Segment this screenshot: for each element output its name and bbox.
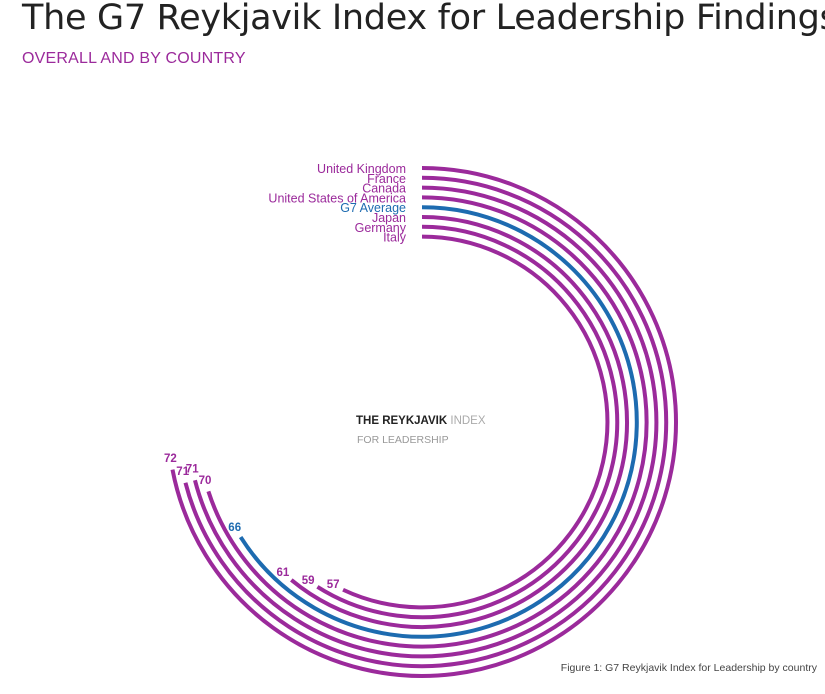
logo-text-sub: FOR LEADERSHIP (357, 434, 449, 446)
label-united-states-of-america: United States of America (268, 191, 406, 205)
arc-italy (342, 234, 610, 610)
arc-canada (193, 185, 659, 659)
page-title: The G7 Reykjavik Index for Leadership Fi… (22, 0, 825, 38)
label-france: France (367, 172, 406, 186)
value-italy: 57 (327, 579, 340, 591)
arc-france (183, 175, 669, 669)
value-united-states-of-america: 70 (199, 475, 212, 487)
svg-text:THE REYKJAVIK INDEX: THE REYKJAVIK INDEX (356, 415, 486, 427)
label-g7-average: G7 Average (340, 201, 406, 215)
arc-germany (316, 224, 620, 620)
figure-caption: Figure 1: G7 Reykjavik Index for Leaders… (560, 662, 817, 674)
value-germany: 59 (302, 575, 315, 587)
value-canada: 71 (186, 464, 199, 476)
value-france: 71 (176, 466, 189, 478)
arc-united-states-of-america (206, 195, 649, 649)
arc-japan (290, 215, 629, 629)
value-g7-average: 66 (228, 522, 241, 534)
value-united-kingdom: 72 (164, 453, 177, 465)
label-canada: Canada (362, 182, 406, 196)
arc-united-kingdom (170, 166, 678, 678)
arc-g7-average (238, 205, 639, 639)
label-germany: Germany (355, 221, 407, 235)
logo-text-bold: THE REYKJAVIK (356, 415, 448, 427)
label-united-kingdom: United Kingdom (317, 162, 406, 176)
chart-arcs (170, 166, 678, 678)
reykjavik-logo: THE REYKJAVIK INDEX FOR LEADERSHIP (356, 415, 486, 446)
page-subtitle: OVERALL AND BY COUNTRY (22, 50, 246, 67)
value-japan: 61 (277, 567, 290, 579)
logo-text-light: INDEX (450, 415, 485, 427)
label-italy: Italy (383, 231, 407, 245)
label-japan: Japan (372, 211, 406, 225)
